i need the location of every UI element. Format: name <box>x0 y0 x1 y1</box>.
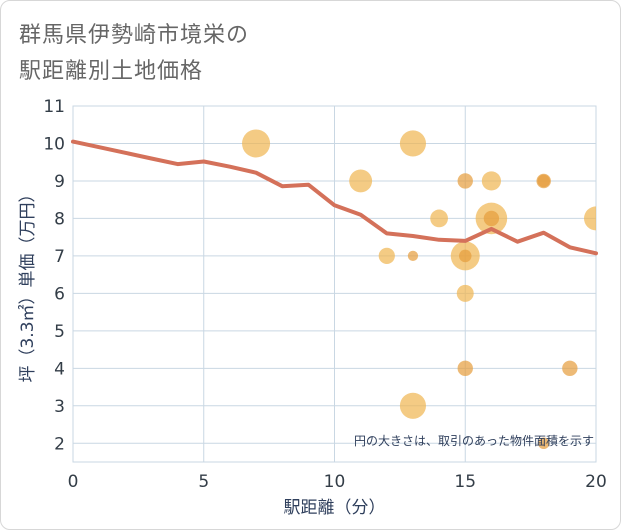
bubble-layer <box>242 129 596 449</box>
bubble-point <box>456 284 474 302</box>
x-tick-label: 10 <box>324 472 346 492</box>
y-tick-label: 5 <box>54 322 65 342</box>
bubble-point <box>562 360 578 377</box>
y-tick-label: 6 <box>54 284 65 304</box>
bubble-point <box>349 169 373 193</box>
bubble-point <box>242 129 271 158</box>
bubble-point <box>481 171 501 191</box>
chart-title-line-1: 群馬県伊勢崎市境栄の <box>19 23 250 48</box>
y-tick-label: 11 <box>43 97 65 117</box>
bubble-point <box>399 392 427 419</box>
x-tick-label: 5 <box>198 472 209 492</box>
bubble-point <box>378 247 395 264</box>
bubble-point <box>483 210 500 227</box>
bubble-point <box>457 360 473 377</box>
bubble-point <box>583 206 596 231</box>
bubble-point <box>430 209 448 228</box>
bubble-point <box>537 174 550 188</box>
average-price-line <box>71 139 598 256</box>
y-tick-label: 7 <box>54 247 65 267</box>
average-line-layer <box>71 139 598 256</box>
y-tick-label: 4 <box>54 359 65 379</box>
y-tick-label: 3 <box>54 397 65 417</box>
y-tick-labels: 2 3 4 5 6 7 8 9 10 11 <box>43 97 65 454</box>
y-axis-title: 坪（3.3㎡）単価（万円） <box>18 185 38 382</box>
x-tick-label: 15 <box>454 472 476 492</box>
bubble-point <box>407 250 419 262</box>
bubble-size-note: 円の大きさは、取引のあった物件面積を示す <box>354 433 594 448</box>
bubble-point <box>458 249 472 263</box>
bubble-point <box>457 173 473 189</box>
plot-border <box>72 105 597 463</box>
x-axis-title: 駅距離（分） <box>284 498 386 518</box>
bubble-point <box>399 130 427 157</box>
x-tick-label: 20 <box>585 472 607 492</box>
y-tick-label: 9 <box>54 172 65 192</box>
x-tick-label: 0 <box>68 472 79 492</box>
bubble-point <box>537 437 550 449</box>
y-tick-label: 10 <box>43 134 65 154</box>
y-tick-label: 2 <box>54 434 65 454</box>
chart-title-line-2: 駅距離別土地価格 <box>19 59 204 84</box>
y-tick-label: 8 <box>54 209 65 229</box>
grid-lines <box>72 105 597 463</box>
x-tick-labels: 0 5 10 15 20 <box>68 472 607 492</box>
